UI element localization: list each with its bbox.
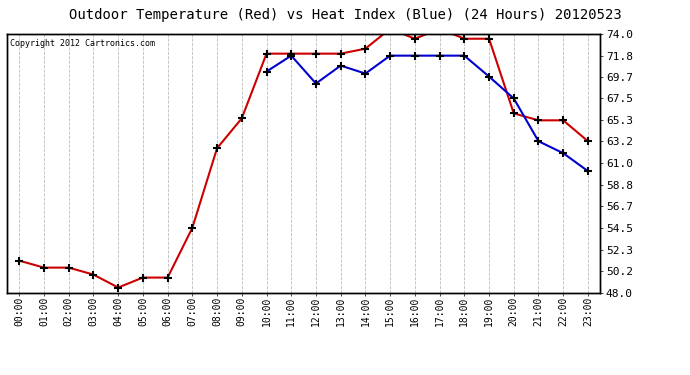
Text: Copyright 2012 Cartronics.com: Copyright 2012 Cartronics.com — [10, 39, 155, 48]
Text: Outdoor Temperature (Red) vs Heat Index (Blue) (24 Hours) 20120523: Outdoor Temperature (Red) vs Heat Index … — [68, 8, 622, 21]
